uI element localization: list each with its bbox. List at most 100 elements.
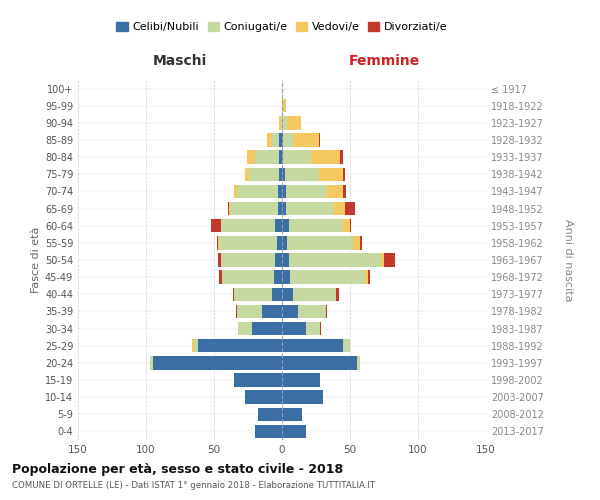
Bar [279, 134, 282, 146]
Bar [227, 202, 229, 215]
Bar [235, 374, 282, 386]
Bar [368, 270, 370, 284]
Bar [218, 236, 220, 250]
Bar [343, 219, 350, 232]
Bar [340, 150, 343, 164]
Legend: Celibi/Nubili, Coniugati/e, Vedovi/e, Divorziati/e: Celibi/Nubili, Coniugati/e, Vedovi/e, Di… [112, 17, 452, 36]
Bar [334, 202, 344, 215]
Bar [257, 408, 282, 421]
Bar [275, 219, 282, 232]
Bar [282, 184, 286, 198]
Bar [222, 270, 274, 284]
Bar [283, 134, 294, 146]
Bar [353, 236, 359, 250]
Bar [245, 390, 282, 404]
Bar [282, 236, 287, 250]
Bar [337, 288, 339, 301]
Bar [267, 134, 272, 146]
Text: COMUNE DI ORTELLE (LE) - Dati ISTAT 1° gennaio 2018 - Elaborazione TUTTITALIA.IT: COMUNE DI ORTELLE (LE) - Dati ISTAT 1° g… [12, 481, 375, 490]
Bar [221, 254, 275, 266]
Bar [211, 219, 221, 232]
Bar [229, 202, 230, 215]
Bar [286, 202, 334, 215]
Text: Popolazione per età, sesso e stato civile - 2018: Popolazione per età, sesso e stato civil… [12, 462, 343, 475]
Bar [343, 184, 346, 198]
Bar [237, 304, 262, 318]
Bar [221, 219, 275, 232]
Bar [272, 134, 279, 146]
Bar [272, 288, 282, 301]
Bar [287, 116, 301, 130]
Bar [277, 236, 282, 250]
Bar [319, 168, 343, 181]
Bar [307, 322, 320, 336]
Bar [282, 219, 289, 232]
Bar [252, 322, 282, 336]
Bar [255, 150, 279, 164]
Bar [282, 202, 286, 215]
Bar [274, 270, 282, 284]
Bar [194, 339, 197, 352]
Bar [255, 424, 282, 438]
Bar [282, 150, 283, 164]
Bar [192, 339, 194, 352]
Bar [365, 270, 368, 284]
Bar [281, 116, 282, 130]
Bar [236, 304, 237, 318]
Bar [327, 184, 343, 198]
Y-axis label: Anni di nascita: Anni di nascita [563, 219, 573, 301]
Bar [150, 356, 153, 370]
Bar [359, 236, 362, 250]
Bar [250, 168, 279, 181]
Bar [282, 168, 285, 181]
Bar [381, 254, 384, 266]
Bar [289, 254, 381, 266]
Bar [319, 134, 320, 146]
Bar [220, 270, 222, 284]
Bar [237, 184, 278, 198]
Bar [320, 322, 322, 336]
Y-axis label: Fasce di età: Fasce di età [31, 227, 41, 293]
Bar [290, 270, 365, 284]
Bar [343, 339, 350, 352]
Bar [287, 236, 353, 250]
Bar [153, 356, 282, 370]
Bar [233, 288, 235, 301]
Bar [279, 168, 282, 181]
Bar [247, 150, 255, 164]
Bar [279, 150, 282, 164]
Bar [238, 322, 252, 336]
Bar [230, 202, 278, 215]
Bar [235, 184, 237, 198]
Bar [384, 254, 395, 266]
Bar [344, 202, 355, 215]
Bar [282, 99, 283, 112]
Bar [326, 304, 327, 318]
Bar [218, 254, 221, 266]
Bar [282, 254, 289, 266]
Bar [279, 116, 281, 130]
Bar [282, 116, 287, 130]
Bar [275, 254, 282, 266]
Bar [343, 168, 344, 181]
Text: Maschi: Maschi [153, 54, 207, 68]
Bar [357, 356, 359, 370]
Bar [282, 322, 307, 336]
Bar [282, 374, 320, 386]
Bar [282, 134, 283, 146]
Bar [285, 168, 319, 181]
Bar [278, 202, 282, 215]
Bar [282, 424, 307, 438]
Bar [282, 356, 357, 370]
Bar [282, 304, 298, 318]
Bar [283, 150, 311, 164]
Bar [220, 236, 277, 250]
Bar [282, 339, 343, 352]
Bar [311, 150, 340, 164]
Bar [197, 339, 282, 352]
Bar [293, 288, 337, 301]
Text: Femmine: Femmine [349, 54, 419, 68]
Bar [283, 99, 286, 112]
Bar [235, 288, 272, 301]
Bar [282, 288, 293, 301]
